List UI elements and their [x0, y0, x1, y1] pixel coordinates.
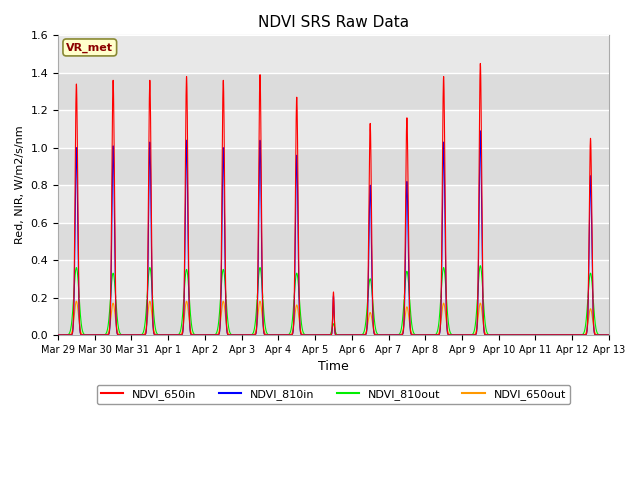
Bar — [58, 110, 609, 148]
Y-axis label: Red, NIR, W/m2/s/nm: Red, NIR, W/m2/s/nm — [15, 126, 25, 244]
Title: NDVI SRS Raw Data: NDVI SRS Raw Data — [258, 15, 409, 30]
Bar — [58, 260, 609, 298]
X-axis label: Time: Time — [318, 360, 349, 373]
Bar — [58, 298, 609, 335]
Bar — [58, 223, 609, 260]
Text: VR_met: VR_met — [67, 42, 113, 53]
Legend: NDVI_650in, NDVI_810in, NDVI_810out, NDVI_650out: NDVI_650in, NDVI_810in, NDVI_810out, NDV… — [97, 384, 570, 404]
Bar — [58, 73, 609, 110]
Bar — [58, 185, 609, 223]
Bar — [58, 148, 609, 185]
Bar — [58, 36, 609, 73]
